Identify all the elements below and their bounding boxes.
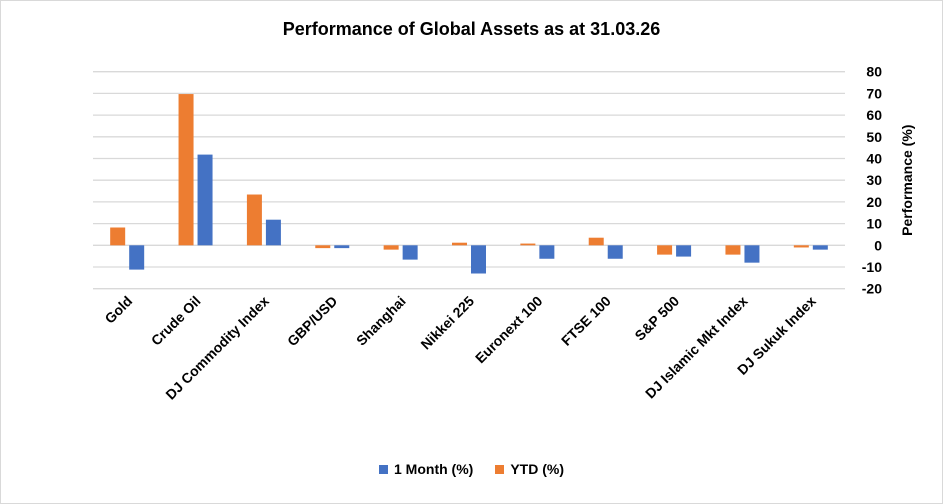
x-tick-label: Euronext 100 xyxy=(472,293,546,367)
x-tick-label: FTSE 100 xyxy=(558,293,614,349)
y-tick-label: -20 xyxy=(862,281,882,297)
bar-ytd xyxy=(725,245,741,255)
bar-1-month xyxy=(539,245,555,259)
legend-swatch-1-month xyxy=(379,464,388,474)
y-tick-label: 70 xyxy=(866,85,882,101)
bar-ytd xyxy=(383,245,399,250)
bar-1-month xyxy=(197,154,213,246)
legend-item-ytd: YTD (%) xyxy=(495,461,564,477)
bar-1-month xyxy=(402,245,418,260)
legend: 1 Month (%) YTD (%) xyxy=(0,461,943,477)
bar-1-month xyxy=(471,245,486,274)
x-tick-label: GBP/USD xyxy=(284,293,340,349)
x-tick-label: Gold xyxy=(101,293,135,327)
bar-1-month xyxy=(607,245,623,259)
bar-ytd xyxy=(793,245,809,248)
bar-ytd xyxy=(452,242,467,246)
y-tick-label: 20 xyxy=(866,194,882,210)
bar-1-month xyxy=(265,219,281,246)
bar-1-month xyxy=(334,245,350,249)
y-tick-label: -10 xyxy=(862,259,882,275)
x-tick-label: Nikkei 225 xyxy=(417,293,477,353)
bar-ytd xyxy=(657,245,673,255)
legend-item-1-month: 1 Month (%) xyxy=(379,461,473,477)
bar-ytd xyxy=(588,237,604,246)
bar-ytd xyxy=(520,243,536,246)
x-tick-label: S&P 500 xyxy=(631,293,682,344)
bar-ytd xyxy=(178,94,194,246)
y-axis-title: Performance (%) xyxy=(899,125,915,236)
legend-label-ytd: YTD (%) xyxy=(510,461,564,477)
y-tick-label: 10 xyxy=(866,216,882,232)
y-tick-label: 60 xyxy=(866,107,882,123)
y-tick-label: 30 xyxy=(866,172,882,188)
y-tick-label: 50 xyxy=(866,129,882,145)
y-tick-label: 40 xyxy=(866,151,882,167)
y-tick-label: 80 xyxy=(866,64,882,80)
bar-ytd xyxy=(315,245,331,249)
y-tick-label: 0 xyxy=(874,237,882,253)
x-tick-label: Crude Oil xyxy=(148,293,204,349)
bar-1-month xyxy=(676,245,692,257)
chart-title: Performance of Global Assets as at 31.03… xyxy=(282,19,661,39)
bar-1-month xyxy=(129,245,145,270)
bar-ytd xyxy=(246,194,262,246)
legend-swatch-ytd xyxy=(495,464,505,474)
bar-1-month xyxy=(744,245,760,263)
x-tick-label: Shanghai xyxy=(353,293,409,349)
bar-ytd xyxy=(110,227,126,246)
bar-1-month xyxy=(812,245,828,250)
legend-label-1-month: 1 Month (%) xyxy=(394,461,474,477)
